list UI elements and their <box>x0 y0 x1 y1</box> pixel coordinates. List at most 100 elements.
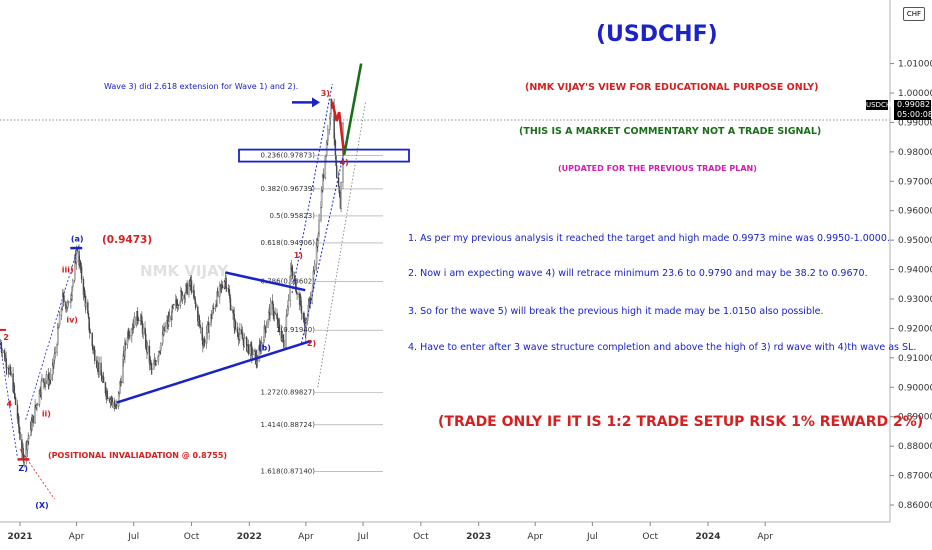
candle <box>142 323 144 340</box>
candle-body <box>217 291 219 297</box>
wave-label: (X) <box>35 501 48 510</box>
wave-label: 1) <box>294 251 303 260</box>
candle-body <box>199 325 202 328</box>
candle-body <box>317 240 319 247</box>
y-tick-label: 0.86000 <box>898 501 932 511</box>
candle <box>133 312 136 329</box>
candle <box>313 259 316 275</box>
candle <box>102 371 105 383</box>
candle <box>173 303 175 306</box>
wave-note: Wave 3) did 2.618 extension for Wave 1) … <box>104 82 299 91</box>
candle <box>41 373 43 383</box>
candle <box>89 328 92 334</box>
candle <box>265 320 267 333</box>
trade-rule: (TRADE ONLY IF IT IS 1:2 TRADE SETUP RIS… <box>438 414 924 430</box>
candle-body <box>221 284 224 288</box>
currency-badge[interactable]: CHF <box>903 7 925 21</box>
candle-body <box>36 404 39 406</box>
wave-label: ii) <box>42 410 51 419</box>
candle-body <box>94 349 96 361</box>
candle-body <box>327 129 329 141</box>
candle <box>107 397 109 402</box>
wave-label: 4) <box>340 158 349 167</box>
candle <box>335 160 338 179</box>
candle <box>45 370 48 385</box>
wave-note-arrowhead <box>312 97 320 108</box>
candle <box>28 435 30 445</box>
x-tick-label: 2022 <box>237 532 262 542</box>
candle <box>80 262 83 284</box>
x-tick-label: 2021 <box>7 532 32 542</box>
candle <box>138 316 140 322</box>
candle-body <box>300 306 303 314</box>
candle-body <box>56 327 59 345</box>
symbol-tag: USDCHF <box>866 100 896 110</box>
candle <box>146 345 149 355</box>
candle-body <box>177 305 180 307</box>
candle <box>6 363 8 376</box>
candle <box>19 426 21 441</box>
candle <box>226 286 228 292</box>
y-tick-label: 0.99000 <box>898 118 932 128</box>
commentary-line-4: 4. Have to enter after 3 wave structure … <box>408 342 917 353</box>
candle-body <box>278 324 281 332</box>
fib-level-label: 1.414(0.88724) <box>261 421 316 429</box>
candle-body <box>252 349 254 355</box>
candle-body <box>19 431 21 440</box>
candle-body <box>56 344 58 353</box>
candle-body <box>151 368 153 370</box>
candle-body <box>120 381 122 384</box>
candle-body <box>28 435 30 439</box>
candle <box>98 356 100 378</box>
candle <box>54 346 56 359</box>
candle-body <box>264 325 266 330</box>
candle <box>261 342 263 346</box>
fib-level-label: 0.382(0.96739) <box>261 185 316 193</box>
y-tick-label: 1.01000 <box>898 60 932 70</box>
candle <box>182 293 184 304</box>
x-tick-label: 2024 <box>695 532 720 542</box>
candle-body <box>129 335 131 337</box>
candle <box>212 303 215 313</box>
candle-body <box>43 378 45 383</box>
candle <box>287 294 289 312</box>
candle-body <box>116 404 118 407</box>
candle <box>63 288 65 307</box>
candle-body <box>41 378 43 382</box>
y-tick-label: 0.98000 <box>898 148 932 158</box>
y-tick-label: 0.88000 <box>898 442 932 452</box>
candle <box>217 286 219 299</box>
candle-body <box>335 165 338 178</box>
candle <box>252 349 254 355</box>
bar-countdown: 05:00:08 <box>897 110 932 119</box>
candle-body <box>89 332 92 334</box>
candle-body <box>340 182 342 209</box>
triangle-upper-line <box>225 271 306 292</box>
wave-label: iii) <box>62 266 74 275</box>
disclaimer-updated: (UPDATED FOR THE PREVIOUS TRADE PLAN) <box>558 164 757 173</box>
candle <box>195 301 197 309</box>
candle-body <box>291 271 294 277</box>
candle <box>120 375 122 387</box>
candle-body <box>206 324 208 334</box>
candle <box>204 335 206 347</box>
candle-body <box>274 312 276 315</box>
y-tick-label: 0.93000 <box>898 295 932 305</box>
candle <box>32 415 34 427</box>
candle-body <box>320 190 323 208</box>
commentary-line-3: 3. So for the wave 5) will break the pre… <box>408 306 824 317</box>
candle-body <box>168 315 171 322</box>
candle-body <box>133 316 136 329</box>
candle <box>305 316 307 342</box>
candle-body <box>269 300 272 316</box>
wave-label: (b) <box>258 344 271 353</box>
candle-body <box>102 376 105 383</box>
triangle-lower-line <box>116 339 312 404</box>
candle <box>177 303 180 311</box>
y-tick-label: 1.00000 <box>898 89 932 99</box>
candle-body <box>226 287 228 289</box>
x-tick-label: Oct <box>642 532 658 542</box>
candle-body <box>155 361 158 365</box>
candle <box>248 339 250 356</box>
